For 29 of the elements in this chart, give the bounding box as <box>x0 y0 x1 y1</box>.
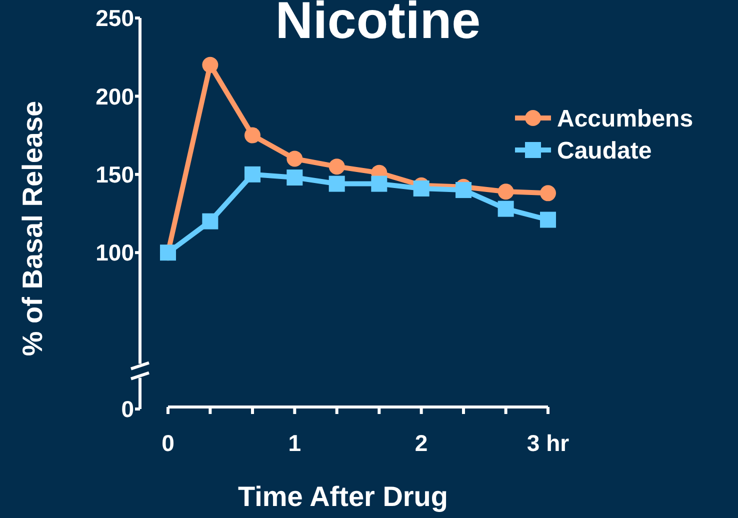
point <box>498 200 514 217</box>
legend-label: Caudate <box>557 137 652 164</box>
chart-title: Nicotine <box>275 0 481 50</box>
y-tick-label: 250 <box>96 5 134 32</box>
x-tick-label: 1 <box>288 430 302 456</box>
point <box>202 56 218 73</box>
point <box>540 185 556 202</box>
point <box>498 184 514 200</box>
x-tick-label: 2 <box>414 430 428 456</box>
point <box>413 180 430 196</box>
point <box>286 150 303 167</box>
x-tick-label: 3 hr <box>526 430 570 456</box>
y-tick-label: 200 <box>96 83 134 110</box>
x-tick-label: 0 <box>162 430 174 456</box>
point <box>202 213 218 230</box>
y-tick-label: 150 <box>96 161 134 188</box>
point <box>328 176 345 192</box>
point <box>286 170 303 186</box>
point <box>244 166 260 182</box>
point <box>540 212 556 228</box>
point <box>244 127 260 144</box>
y-axis-title: % of Basal Release <box>17 100 48 356</box>
y-tick-label: 100 <box>96 240 134 266</box>
point <box>328 158 345 175</box>
point <box>371 176 388 192</box>
point <box>456 182 472 198</box>
x-axis-title: Time After Drug <box>238 481 448 512</box>
y-tick-label: 0 <box>121 396 134 422</box>
legend-label: Accumbens <box>557 105 694 132</box>
